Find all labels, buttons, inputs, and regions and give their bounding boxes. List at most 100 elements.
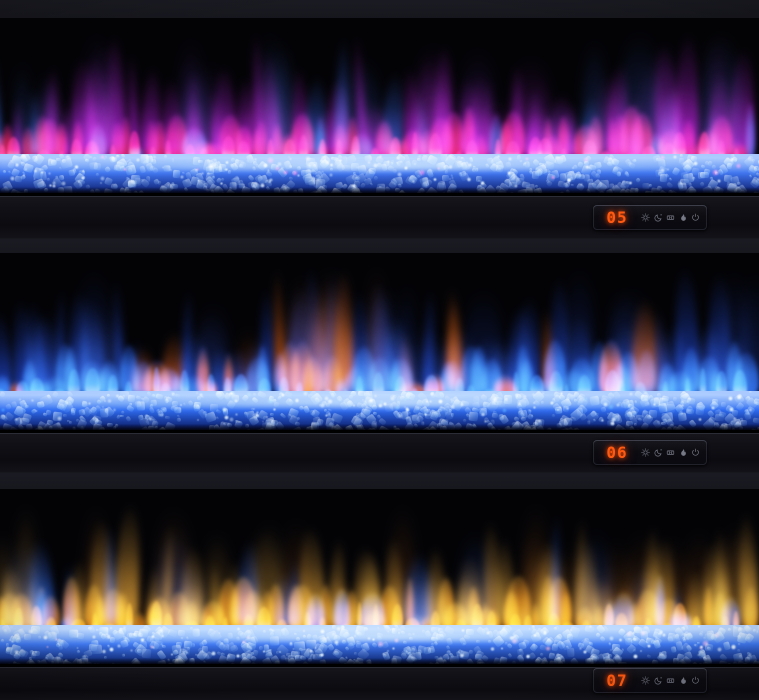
- warm-ember-speck: [418, 169, 425, 176]
- crystal-sparkle: [109, 647, 115, 653]
- flame-body: [636, 589, 660, 631]
- crystal-sparkle: [292, 648, 295, 650]
- crystal-sparkle: [22, 174, 25, 177]
- heater-icon[interactable]: [666, 213, 675, 222]
- crystal: [415, 406, 420, 411]
- crystal-sparkle: [566, 178, 572, 184]
- crystal-sparkle: [694, 644, 697, 647]
- flame-icon[interactable]: [679, 213, 688, 222]
- crystal-sparkle: [352, 183, 357, 188]
- flame-core: [276, 618, 287, 631]
- flame-core: [604, 604, 614, 631]
- flame-core: [428, 132, 443, 160]
- crystal-sparkle: [448, 177, 451, 180]
- crystal: [353, 651, 358, 656]
- power-icon[interactable]: [691, 448, 700, 457]
- firebox-floor-line: [0, 430, 759, 433]
- touch-control-panel-3[interactable]: 07: [593, 668, 707, 693]
- crystal: [402, 640, 408, 646]
- brightness-icon[interactable]: [641, 448, 650, 457]
- crystal: [723, 174, 733, 183]
- crystal-sparkle: [748, 408, 753, 412]
- crystal: [279, 412, 287, 419]
- flame-body: [558, 116, 570, 160]
- crystal: [427, 647, 434, 654]
- brightness-icon[interactable]: [641, 213, 650, 222]
- flame-core: [373, 603, 380, 631]
- crystal-sparkle: [514, 183, 519, 189]
- ember-bed-glow: [0, 154, 759, 170]
- flame-icon[interactable]: [679, 448, 688, 457]
- crystal: [115, 414, 121, 419]
- crystal-sparkle: [334, 639, 340, 645]
- crystal-sparkle: [70, 412, 73, 415]
- flame-body: [704, 586, 714, 631]
- flame-body: [710, 370, 722, 397]
- flame-core: [455, 377, 464, 397]
- crystal: [183, 640, 192, 649]
- crystal-sparkle: [255, 410, 260, 415]
- flame-core: [14, 607, 23, 631]
- power-icon[interactable]: [691, 676, 700, 685]
- warm-ember-speck: [46, 645, 49, 649]
- touch-control-panel-1[interactable]: 05: [593, 205, 707, 230]
- power-icon[interactable]: [691, 213, 700, 222]
- heater-icon[interactable]: [666, 676, 675, 685]
- crystal-sparkle: [387, 650, 389, 652]
- heater-icon[interactable]: [666, 448, 675, 457]
- crystal: [42, 412, 48, 417]
- flame-setting-display-1: 05: [606, 208, 628, 227]
- warm-ember-speck: [698, 645, 703, 650]
- flame-core: [351, 135, 360, 160]
- crystal: [171, 181, 175, 187]
- flame-core: [685, 377, 691, 397]
- flame-body: [62, 576, 80, 631]
- flame-body: [167, 591, 191, 631]
- timer-moon-icon[interactable]: [654, 676, 663, 685]
- touch-control-panel-2[interactable]: 06: [593, 440, 707, 465]
- warm-ember-speck: [545, 645, 551, 652]
- crystal: [607, 641, 611, 646]
- crystal-sparkle: [710, 405, 715, 410]
- crystal-sparkle: [392, 647, 396, 651]
- crystal: [300, 170, 310, 176]
- crystal: [376, 413, 381, 419]
- flame-icon[interactable]: [679, 676, 688, 685]
- crystal-sparkle: [433, 177, 437, 182]
- flame-core: [412, 131, 418, 160]
- crystal-sparkle: [397, 171, 403, 177]
- crystal: [685, 407, 695, 415]
- crystal-sparkle: [51, 183, 57, 188]
- firebox-2: [0, 253, 759, 433]
- flame-core: [295, 382, 304, 397]
- timer-moon-icon[interactable]: [654, 213, 663, 222]
- flame-core: [717, 139, 725, 160]
- crystal: [625, 171, 630, 177]
- crystal-sparkle: [40, 171, 44, 174]
- crystal-sparkle: [34, 169, 38, 173]
- crystal-sparkle: [716, 647, 722, 653]
- crystal-sparkle: [235, 654, 240, 659]
- flame-core: [108, 374, 118, 397]
- crystal-sparkle: [100, 176, 105, 182]
- crystal-sparkle: [578, 647, 582, 651]
- brightness-icon[interactable]: [641, 676, 650, 685]
- flame-core: [0, 618, 6, 631]
- crystal: [441, 181, 445, 185]
- flame-core: [563, 383, 569, 397]
- flame-body: [594, 606, 605, 631]
- crystal-sparkle: [733, 416, 737, 421]
- flame-core: [299, 135, 309, 160]
- crystal: [0, 414, 6, 420]
- crystal: [369, 182, 373, 187]
- crystal: [422, 176, 430, 187]
- crystal-sparkle: [169, 169, 172, 172]
- flame-core: [303, 612, 311, 631]
- crystal-sparkle: [33, 178, 36, 180]
- flame-body: [171, 374, 184, 397]
- timer-moon-icon[interactable]: [654, 448, 663, 457]
- flame-core: [356, 601, 363, 631]
- crystal: [373, 175, 379, 181]
- flame-core: [430, 611, 440, 631]
- flame-body: [0, 375, 10, 397]
